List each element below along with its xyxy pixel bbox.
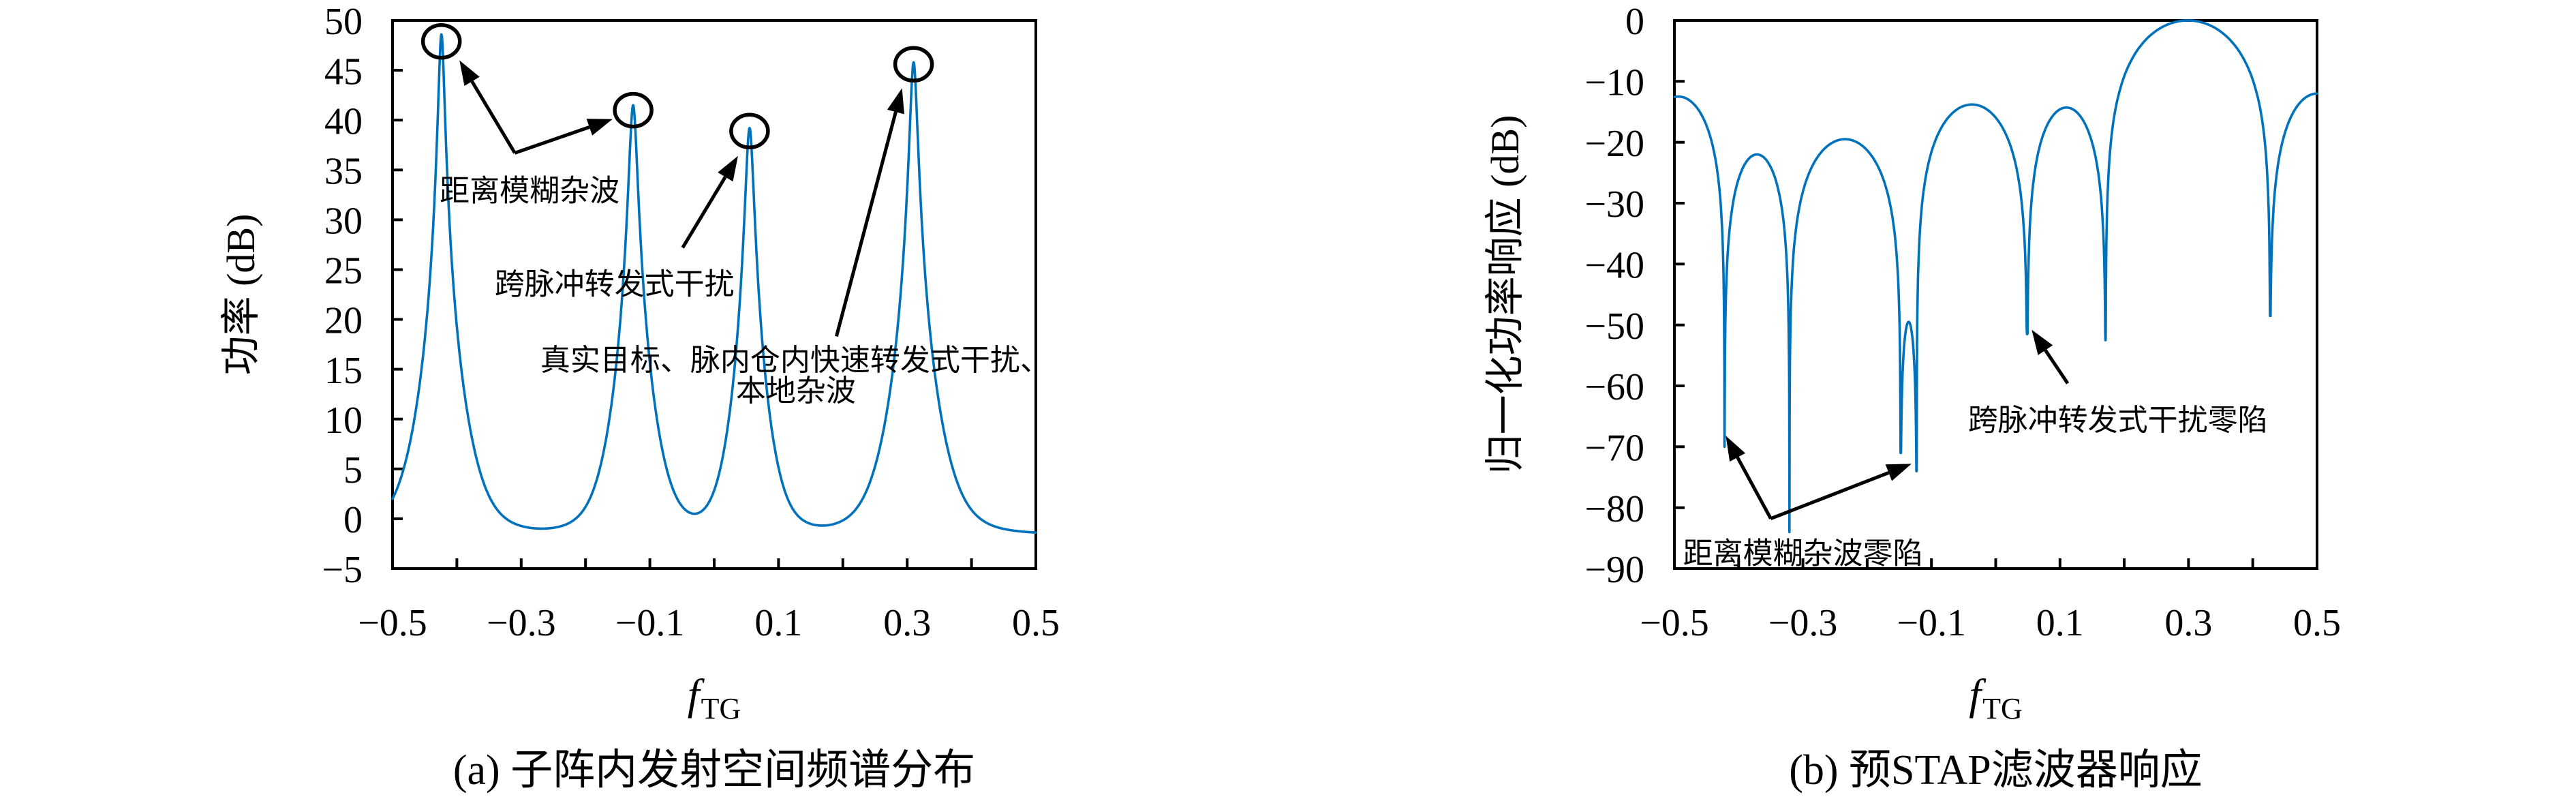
x-tick-label: −0.3 — [1768, 602, 1838, 644]
y-tick-label: −10 — [1584, 61, 1644, 104]
arrow-shaft — [681, 176, 727, 249]
peak-circle — [613, 91, 654, 129]
x-tick-label: 0.1 — [754, 602, 802, 644]
annotation-label: 跨脉冲转发式干扰零陷 — [1968, 404, 2268, 437]
arrow-shaft — [1736, 456, 1773, 519]
annotation-arrow — [2031, 329, 2070, 385]
arrow-head — [887, 88, 904, 115]
y-tick-label: 45 — [324, 50, 363, 93]
x-tick-label: 0.3 — [2164, 602, 2212, 644]
subfigure-caption: (b) 预STAP滤波器响应 — [1789, 747, 2202, 794]
y-axis-label: 功率 (dB) — [219, 214, 263, 376]
y-tick-label: 25 — [324, 250, 363, 292]
y-tick-label: −5 — [322, 549, 363, 591]
y-tick-label: −80 — [1584, 488, 1644, 530]
x-axis-label: fTG — [1969, 670, 2022, 725]
annotation-arrow — [459, 60, 517, 154]
x-tick-label: −0.3 — [487, 602, 556, 644]
y-tick-label: 15 — [324, 350, 363, 392]
arrow-shaft — [470, 80, 517, 154]
annotation-label: 跨脉冲转发式干扰 — [495, 268, 735, 301]
x-tick-label: −0.5 — [1640, 602, 1709, 644]
arrow-head — [586, 119, 613, 136]
arrow-head — [1885, 464, 1912, 481]
peak-circle — [893, 46, 934, 83]
annotation-arrow — [681, 155, 738, 249]
y-tick-label: −60 — [1584, 366, 1644, 408]
annotation-label: 本地杂波 — [736, 374, 856, 408]
subfigure-caption: (a) 子阵内发射空间频谱分布 — [453, 747, 975, 794]
arrow-head — [718, 155, 738, 182]
peak-circle — [420, 22, 462, 60]
chart-b: 0 −10 −20 −30 −40 −50 −60 −70 −80 −90 −0.5 −0.3 −0.1… — [1483, 1, 2341, 794]
annotation-arrow — [514, 119, 613, 155]
arrow-shaft — [1770, 471, 1890, 521]
arrow-head — [1726, 436, 1745, 462]
y-tick-label: 20 — [324, 300, 363, 342]
y-tick-label: 40 — [324, 100, 363, 142]
x-tick-label: −0.1 — [615, 602, 685, 644]
annotation-label: 真实目标、脉内仓内快速转发式干扰、 — [540, 344, 1050, 377]
y-tick-label: 35 — [324, 150, 363, 192]
y-tick-label: 30 — [324, 200, 363, 243]
annotation-label: 距离模糊杂波零陷 — [1683, 537, 1923, 571]
y-tick-label: −40 — [1584, 244, 1644, 286]
y-tick-label: 0 — [1625, 1, 1644, 43]
transmit-spectrum-curve — [391, 33, 1037, 534]
y-tick-label: −20 — [1584, 123, 1644, 165]
y-tick-label: −50 — [1584, 305, 1644, 348]
y-tick-label: 10 — [324, 400, 363, 442]
x-tick-label: 0.3 — [883, 602, 931, 644]
x-axis-label: fTG — [688, 670, 741, 725]
x-tick-label: −0.1 — [1897, 602, 1966, 644]
arrow-head — [459, 60, 480, 86]
plot-frame — [1673, 19, 2318, 570]
y-tick-label: −70 — [1584, 427, 1644, 469]
x-tick-label: 0.1 — [2036, 602, 2084, 644]
y-tick-label: 50 — [324, 1, 363, 43]
y-tick-label: 0 — [343, 499, 363, 541]
y-axis-label: 归一化功率响应 (dB) — [1483, 115, 1527, 474]
filter-response-curve — [1673, 19, 2318, 534]
x-tick-label: −0.5 — [358, 602, 427, 644]
y-tick-label: −30 — [1584, 183, 1644, 226]
annotation-arrow — [834, 88, 904, 337]
arrow-shaft — [514, 125, 590, 155]
peak-circle — [729, 112, 770, 150]
x-tick-label: 0.5 — [1012, 602, 1060, 644]
x-axis-label-subscript: TG — [701, 692, 741, 725]
y-tick-label: 5 — [343, 449, 363, 492]
arrow-head — [2031, 329, 2053, 355]
arrow-shaft — [2044, 349, 2070, 385]
y-tick-label: −90 — [1584, 549, 1644, 591]
annotation-arrow — [1770, 464, 1912, 521]
annotation-arrow — [1726, 436, 1773, 519]
x-tick-label: 0.5 — [2293, 602, 2341, 644]
arrow-shaft — [834, 111, 898, 337]
x-axis-label-subscript: TG — [1982, 692, 2023, 725]
annotation-label: 距离模糊杂波 — [440, 174, 619, 207]
